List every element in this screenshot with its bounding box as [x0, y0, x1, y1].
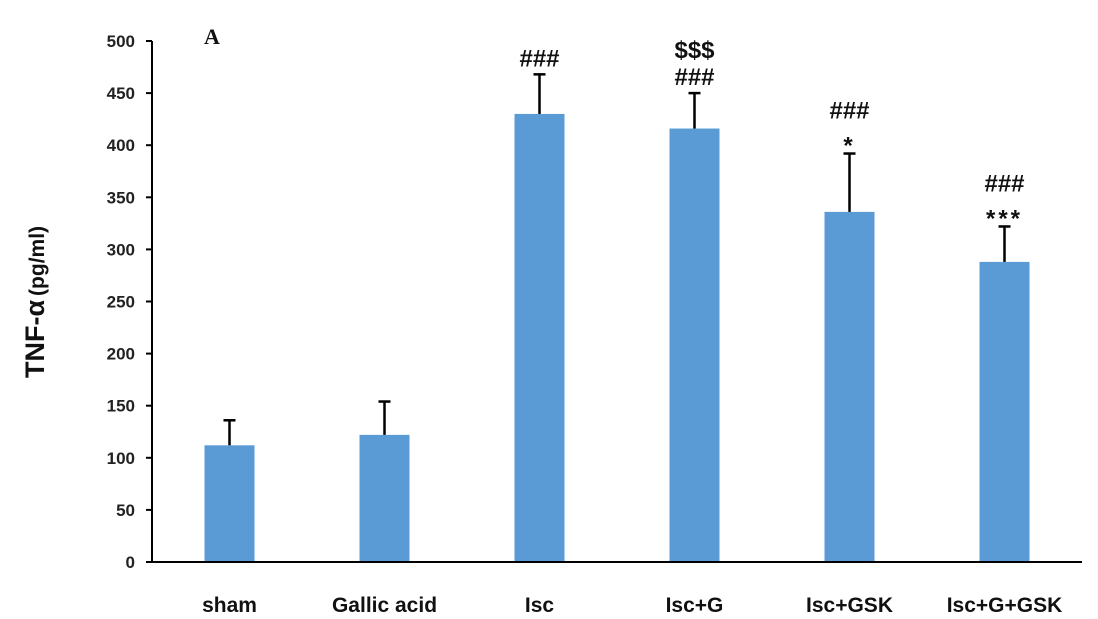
bar — [669, 128, 720, 562]
y-tick-label: 50 — [116, 501, 135, 520]
error-bars-group — [223, 73, 1011, 446]
significance-label: *** — [986, 205, 1023, 232]
bar — [979, 261, 1030, 562]
svg-text:TNF-α(pg/ml): TNF-α (pg/ml) — [20, 226, 50, 378]
y-tick-label: 250 — [107, 293, 135, 312]
y-tick-label: 350 — [107, 188, 135, 207]
annotations-group: ### $$$######*###*** — [519, 37, 1024, 232]
y-axis-title-unit: (pg/ml) — [26, 226, 49, 296]
significance-label: $$$ — [674, 37, 715, 64]
panel-label: A — [204, 24, 220, 49]
x-category-label: Isc+GSK — [806, 594, 893, 617]
y-tick-label: 500 — [107, 32, 135, 51]
significance-label: ### — [984, 170, 1024, 197]
x-category-label: Isc+G — [666, 594, 724, 617]
bars-group — [204, 113, 1030, 562]
significance-label: ### — [674, 64, 714, 91]
y-tick-label: 0 — [126, 553, 135, 572]
y-tick-label: 150 — [107, 397, 135, 416]
bar — [824, 211, 875, 562]
x-category-label: Isc — [525, 594, 555, 617]
x-axis-categories: sham Gallic acid Isc Isc+G Isc+GSK Isc+G+GSK — [202, 594, 1062, 617]
significance-label: * — [843, 133, 855, 160]
y-tick-label: 200 — [107, 345, 135, 364]
y-axis: 0 50 100 150 200 250 300 350 400 450 500 — [107, 32, 152, 572]
y-tick-label: 400 — [107, 136, 135, 155]
y-tick-label: 300 — [107, 240, 135, 259]
x-category-label: sham — [202, 594, 257, 617]
bar — [204, 445, 255, 562]
significance-label: ### — [829, 98, 869, 125]
bar — [514, 113, 565, 562]
significance-label: ### — [519, 45, 559, 72]
x-category-label: Gallic acid — [332, 594, 437, 617]
y-tick-label: 100 — [107, 449, 135, 468]
y-tick-label: 450 — [107, 84, 135, 103]
y-axis-title: TNF-α (pg/ml) — [20, 226, 50, 378]
y-axis-title-main: TNF-α — [20, 300, 50, 378]
bar — [359, 434, 410, 562]
x-category-label: Isc+G+GSK — [947, 594, 1063, 617]
